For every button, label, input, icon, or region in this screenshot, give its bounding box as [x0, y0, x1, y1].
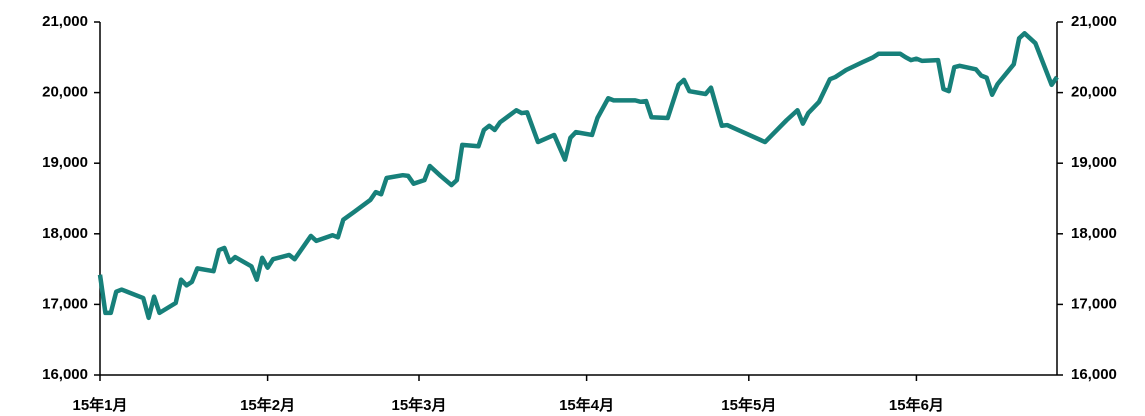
x-tick-label: 15年2月 — [240, 396, 295, 414]
y2-tick-label: 18,000 — [1071, 225, 1117, 242]
y2-tick-label: 19,000 — [1071, 154, 1117, 171]
y-tick-label: 21,000 — [42, 13, 88, 30]
x-tick-label: 15年3月 — [391, 396, 446, 414]
x-tick-label: 15年6月 — [889, 396, 944, 414]
line-series — [97, 31, 1059, 321]
x-tick-label: 15年4月 — [559, 396, 614, 414]
x-tick-label: 15年1月 — [72, 396, 127, 414]
y-tick-label: 20,000 — [42, 84, 88, 101]
y-tick-label: 17,000 — [42, 295, 88, 312]
y2-tick-label: 21,000 — [1071, 13, 1117, 30]
y2-tick-label: 20,000 — [1071, 84, 1117, 101]
y-tick-label: 19,000 — [42, 154, 88, 171]
y-tick-label: 16,000 — [42, 366, 88, 383]
x-tick-label: 15年5月 — [721, 396, 776, 414]
y2-tick-label: 17,000 — [1071, 295, 1117, 312]
y-tick-label: 18,000 — [42, 225, 88, 242]
y2-tick-label: 16,000 — [1071, 366, 1117, 383]
